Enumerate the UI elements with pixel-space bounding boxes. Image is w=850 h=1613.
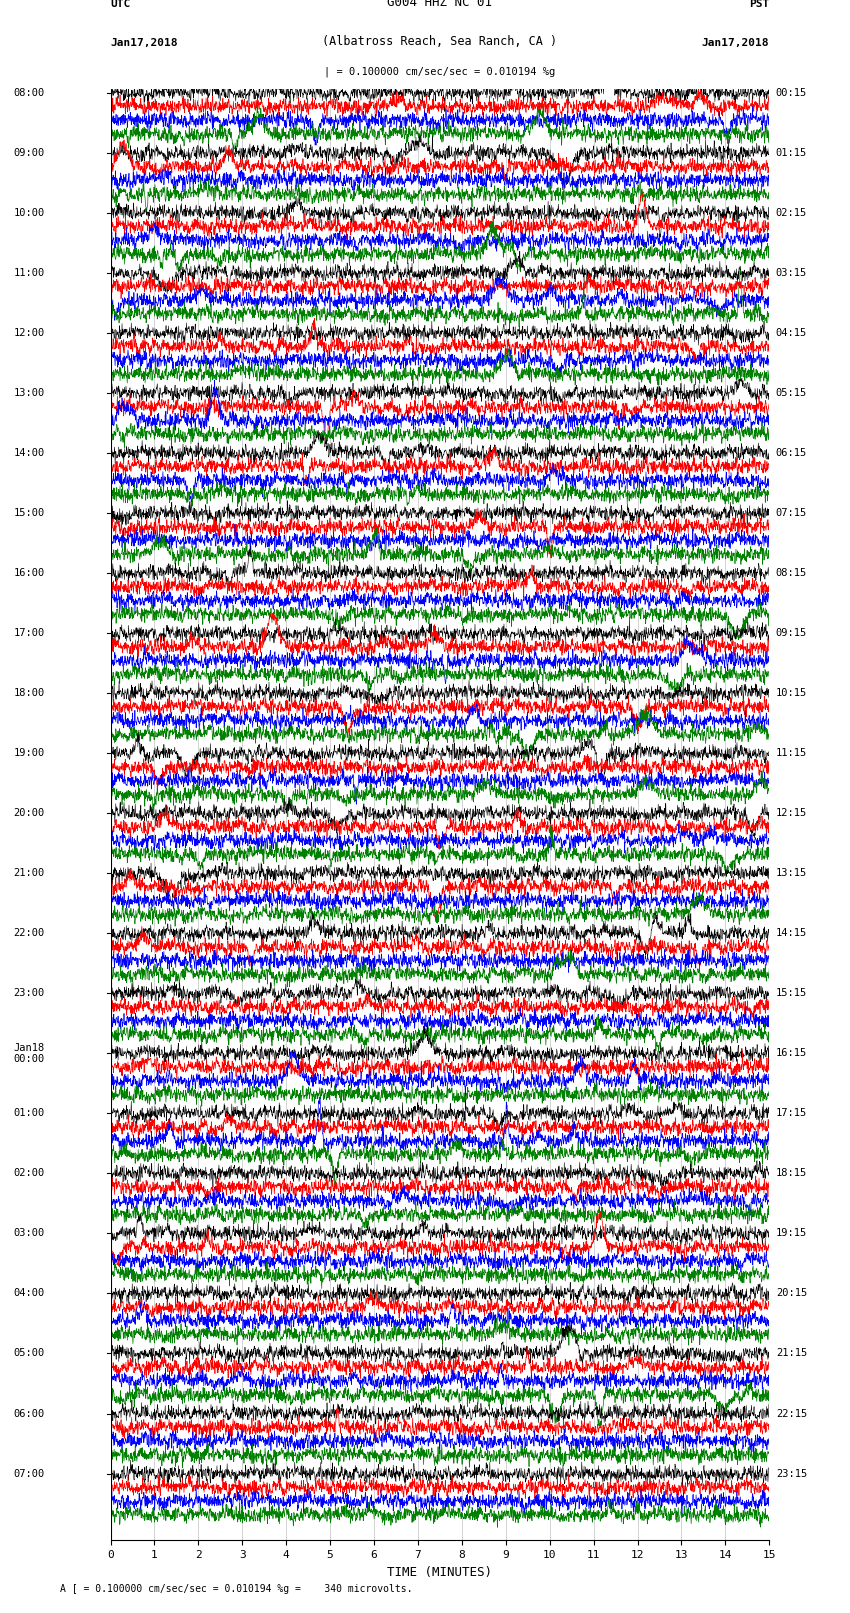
Text: 22:00: 22:00: [14, 927, 44, 939]
Text: 13:00: 13:00: [14, 389, 44, 398]
Text: 10:00: 10:00: [14, 208, 44, 218]
Text: 17:15: 17:15: [776, 1108, 808, 1118]
Text: 07:15: 07:15: [776, 508, 808, 518]
Text: 11:15: 11:15: [776, 748, 808, 758]
Text: 06:00: 06:00: [14, 1408, 44, 1418]
Text: 06:15: 06:15: [776, 448, 808, 458]
Text: 02:00: 02:00: [14, 1168, 44, 1179]
Text: 01:00: 01:00: [14, 1108, 44, 1118]
Text: PST: PST: [749, 0, 769, 10]
Text: 05:00: 05:00: [14, 1348, 44, 1358]
Text: 15:00: 15:00: [14, 508, 44, 518]
Text: Jan17,2018: Jan17,2018: [702, 39, 769, 48]
Text: 16:00: 16:00: [14, 568, 44, 577]
X-axis label: TIME (MINUTES): TIME (MINUTES): [388, 1566, 492, 1579]
Text: 03:00: 03:00: [14, 1229, 44, 1239]
Text: 09:00: 09:00: [14, 148, 44, 158]
Text: 00:15: 00:15: [776, 87, 808, 98]
Text: 12:15: 12:15: [776, 808, 808, 818]
Text: 09:15: 09:15: [776, 627, 808, 639]
Text: 10:15: 10:15: [776, 689, 808, 698]
Text: 20:00: 20:00: [14, 808, 44, 818]
Text: 02:15: 02:15: [776, 208, 808, 218]
Text: 18:15: 18:15: [776, 1168, 808, 1179]
Text: 04:15: 04:15: [776, 327, 808, 339]
Text: G004 HHZ NC 01: G004 HHZ NC 01: [388, 0, 492, 10]
Text: 23:15: 23:15: [776, 1468, 808, 1479]
Text: 08:15: 08:15: [776, 568, 808, 577]
Text: (Albatross Reach, Sea Ranch, CA ): (Albatross Reach, Sea Ranch, CA ): [322, 35, 558, 48]
Text: A [ = 0.100000 cm/sec/sec = 0.010194 %g =    340 microvolts.: A [ = 0.100000 cm/sec/sec = 0.010194 %g …: [60, 1584, 412, 1594]
Text: 14:00: 14:00: [14, 448, 44, 458]
Text: 19:00: 19:00: [14, 748, 44, 758]
Text: 04:00: 04:00: [14, 1289, 44, 1298]
Text: Jan18
00:00: Jan18 00:00: [14, 1042, 44, 1065]
Text: 03:15: 03:15: [776, 268, 808, 277]
Text: 17:00: 17:00: [14, 627, 44, 639]
Text: 23:00: 23:00: [14, 989, 44, 998]
Text: 15:15: 15:15: [776, 989, 808, 998]
Text: 19:15: 19:15: [776, 1229, 808, 1239]
Text: 16:15: 16:15: [776, 1048, 808, 1058]
Text: 21:00: 21:00: [14, 868, 44, 877]
Text: 11:00: 11:00: [14, 268, 44, 277]
Text: Jan17,2018: Jan17,2018: [110, 39, 178, 48]
Text: | = 0.100000 cm/sec/sec = 0.010194 %g: | = 0.100000 cm/sec/sec = 0.010194 %g: [324, 66, 556, 77]
Text: UTC: UTC: [110, 0, 131, 10]
Text: 21:15: 21:15: [776, 1348, 808, 1358]
Text: 08:00: 08:00: [14, 87, 44, 98]
Text: 05:15: 05:15: [776, 389, 808, 398]
Text: 07:00: 07:00: [14, 1468, 44, 1479]
Text: 14:15: 14:15: [776, 927, 808, 939]
Text: 13:15: 13:15: [776, 868, 808, 877]
Text: 22:15: 22:15: [776, 1408, 808, 1418]
Text: 12:00: 12:00: [14, 327, 44, 339]
Text: 18:00: 18:00: [14, 689, 44, 698]
Text: 01:15: 01:15: [776, 148, 808, 158]
Text: 20:15: 20:15: [776, 1289, 808, 1298]
